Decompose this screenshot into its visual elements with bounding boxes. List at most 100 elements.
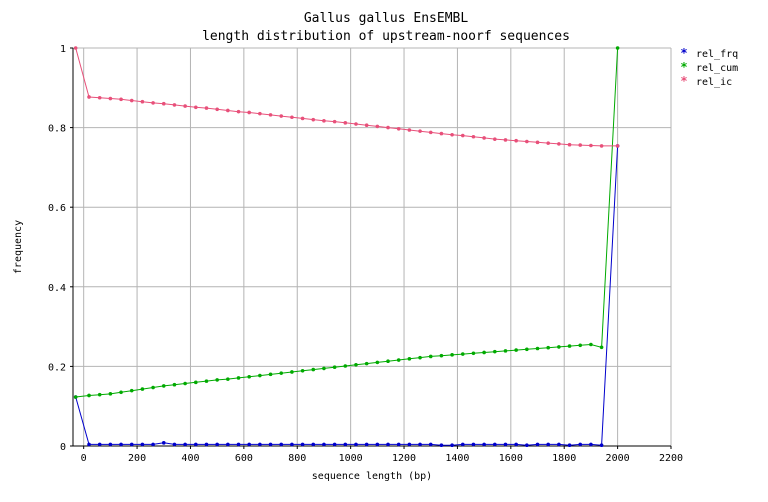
series-line bbox=[75, 145, 619, 446]
data-point bbox=[567, 443, 572, 448]
data-point bbox=[322, 119, 326, 123]
data-point bbox=[204, 106, 209, 110]
x-tick-label: 600 bbox=[235, 453, 253, 464]
data-point bbox=[364, 361, 369, 366]
data-point bbox=[140, 442, 145, 447]
data-point bbox=[599, 345, 604, 350]
data-point bbox=[300, 368, 305, 373]
data-point bbox=[183, 442, 187, 447]
data-point bbox=[73, 395, 78, 399]
data-point bbox=[428, 354, 433, 359]
data-point bbox=[514, 442, 518, 447]
data-point bbox=[87, 95, 91, 99]
data-point bbox=[615, 144, 620, 148]
data-point bbox=[258, 111, 262, 116]
data-point bbox=[493, 137, 497, 141]
data-point bbox=[375, 360, 380, 365]
data-point bbox=[386, 359, 390, 364]
data-point bbox=[386, 442, 390, 447]
data-point bbox=[589, 143, 593, 148]
data-point bbox=[343, 121, 348, 125]
data-point bbox=[311, 442, 316, 447]
data-point bbox=[525, 139, 529, 144]
data-point bbox=[332, 365, 337, 369]
data-point bbox=[493, 442, 497, 447]
data-point bbox=[258, 442, 262, 447]
data-point bbox=[119, 97, 123, 102]
data-point bbox=[407, 357, 412, 361]
data-point bbox=[204, 442, 209, 447]
data-point bbox=[578, 343, 583, 348]
chart-subtitle: length distribution of upstream-noorf se… bbox=[202, 29, 570, 44]
data-point bbox=[482, 136, 486, 140]
data-point bbox=[279, 442, 284, 447]
data-point bbox=[129, 98, 134, 103]
data-point bbox=[396, 442, 401, 447]
data-point bbox=[589, 442, 593, 447]
data-point bbox=[161, 101, 166, 106]
data-point bbox=[247, 374, 251, 379]
y-tick-label: 0.8 bbox=[48, 124, 66, 135]
data-point bbox=[279, 114, 284, 118]
data-point bbox=[97, 95, 102, 100]
data-point bbox=[236, 109, 241, 114]
series-line bbox=[75, 47, 619, 398]
data-point bbox=[450, 132, 454, 137]
data-point bbox=[183, 104, 187, 108]
y-tick-label: 0.2 bbox=[48, 362, 66, 373]
data-point bbox=[119, 442, 123, 447]
data-point bbox=[108, 392, 113, 396]
data-point bbox=[546, 345, 550, 350]
legend-item-rel_frq: * rel_frq bbox=[680, 46, 738, 60]
data-point bbox=[503, 349, 508, 353]
data-point bbox=[215, 378, 219, 382]
data-point bbox=[215, 442, 219, 447]
data-point bbox=[300, 116, 305, 121]
data-point bbox=[236, 376, 241, 380]
y-tick-label: 0.6 bbox=[48, 203, 66, 214]
data-point bbox=[599, 443, 604, 448]
data-point bbox=[354, 122, 358, 126]
data-point bbox=[322, 366, 326, 371]
data-point bbox=[599, 144, 604, 148]
series-rel_frq bbox=[73, 144, 620, 448]
legend-label: rel_frq bbox=[696, 49, 738, 60]
data-point bbox=[471, 351, 476, 356]
data-point bbox=[471, 134, 476, 139]
data-point bbox=[279, 371, 284, 375]
legend-label: rel_cum bbox=[696, 63, 738, 74]
data-point bbox=[119, 390, 123, 395]
x-tick-label: 1800 bbox=[552, 453, 576, 464]
x-tick-label: 200 bbox=[128, 453, 146, 464]
legend-label: rel_ic bbox=[696, 77, 732, 88]
data-point bbox=[332, 442, 337, 447]
data-point bbox=[332, 119, 337, 124]
data-point bbox=[140, 387, 145, 391]
data-point bbox=[226, 377, 230, 381]
data-point bbox=[460, 352, 465, 356]
data-point bbox=[471, 442, 476, 447]
data-point bbox=[97, 442, 102, 447]
chart-title: Gallus gallus EnsEMBL bbox=[304, 11, 469, 26]
data-point bbox=[129, 388, 134, 393]
y-tick-label: 1 bbox=[60, 44, 66, 55]
data-point bbox=[386, 125, 390, 130]
data-point bbox=[172, 442, 177, 447]
data-point bbox=[503, 138, 508, 142]
data-point bbox=[557, 345, 561, 349]
data-point bbox=[226, 108, 230, 113]
data-point bbox=[343, 364, 348, 368]
data-point bbox=[290, 115, 294, 120]
data-point bbox=[578, 442, 583, 447]
data-point bbox=[525, 347, 529, 352]
data-point bbox=[567, 142, 572, 147]
data-point bbox=[354, 442, 358, 447]
data-point bbox=[108, 96, 113, 101]
x-tick-label: 2200 bbox=[659, 453, 683, 464]
data-point bbox=[514, 348, 518, 352]
data-point bbox=[172, 382, 177, 387]
data-point bbox=[151, 101, 155, 105]
data-point bbox=[226, 442, 230, 447]
